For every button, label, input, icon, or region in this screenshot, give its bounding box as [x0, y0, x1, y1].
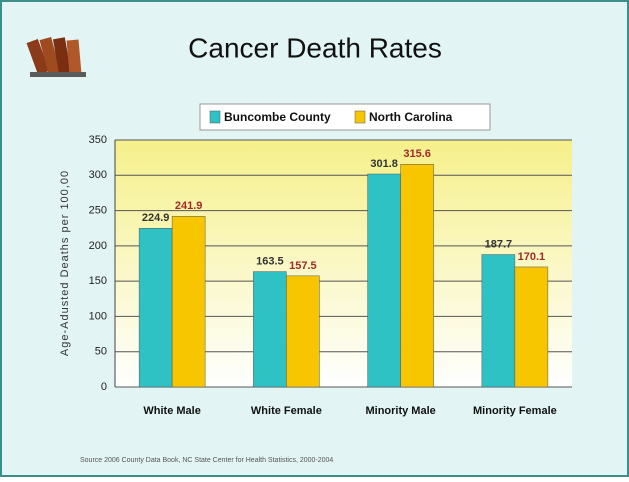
bar [514, 266, 549, 388]
value-label: 224.9 [142, 212, 170, 224]
source-note: Source 2006 County Data Book, NC State C… [80, 457, 333, 464]
chart-title: Cancer Death Rates [188, 32, 442, 63]
y-tick-label: 100 [89, 310, 107, 322]
bar [400, 164, 434, 388]
bar [171, 216, 206, 388]
value-label: 170.1 [518, 251, 546, 263]
y-tick-label: 250 [89, 204, 107, 216]
value-label: 241.9 [175, 200, 203, 212]
legend-swatch [354, 110, 366, 124]
y-tick-label: 200 [89, 240, 107, 252]
legend [199, 103, 491, 131]
y-tick-label: 50 [95, 346, 107, 358]
y-tick-label: 300 [89, 169, 107, 181]
x-tick-label: White Female [251, 405, 322, 417]
y-tick-label: 0 [101, 381, 107, 393]
bar [138, 228, 173, 388]
value-label: 315.6 [403, 148, 431, 160]
y-tick-label: 350 [89, 134, 107, 146]
value-label: 163.5 [256, 256, 284, 268]
bar [286, 275, 320, 388]
bar [481, 254, 516, 388]
x-tick-label: Minority Female [473, 405, 557, 417]
bar [367, 173, 401, 388]
y-tick-label: 150 [89, 275, 107, 287]
value-label: 157.5 [289, 260, 317, 272]
legend-label: North Carolina [369, 110, 453, 124]
value-label: 301.8 [370, 158, 398, 170]
x-tick-label: Minority Male [365, 405, 435, 417]
y-axis-label: Age-Adusted Deaths per 100,00 [59, 170, 71, 356]
legend-label: Buncombe County [224, 110, 331, 124]
x-tick-label: White Male [143, 405, 200, 417]
value-label: 187.7 [485, 238, 513, 250]
books-icon [26, 37, 86, 77]
legend-swatch [209, 110, 221, 124]
bar [253, 271, 287, 388]
